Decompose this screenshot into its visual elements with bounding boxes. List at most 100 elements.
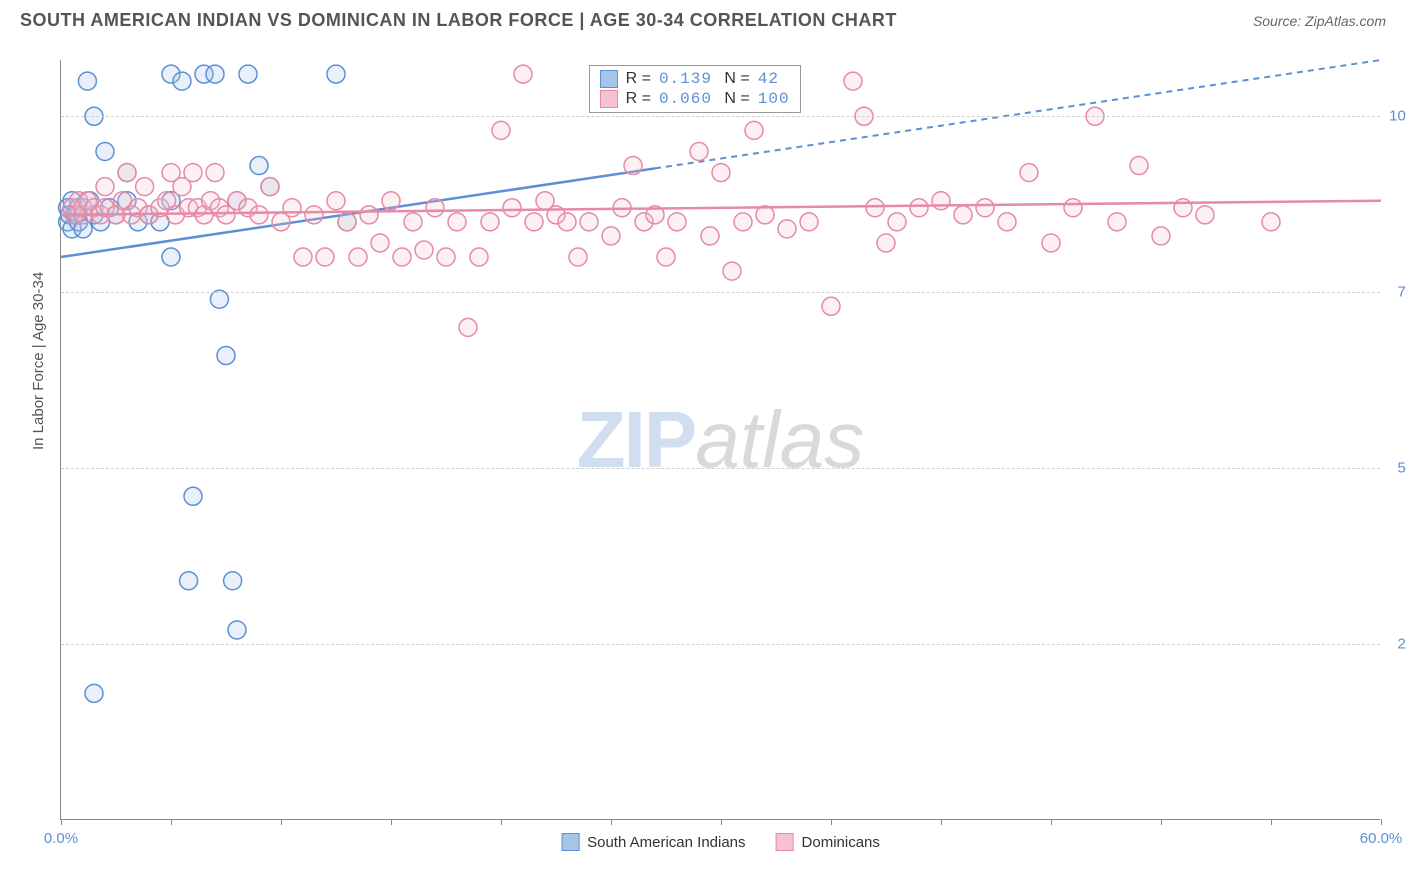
data-point	[250, 206, 268, 224]
legend-swatch	[600, 70, 618, 88]
stat-label: N =	[720, 70, 750, 88]
stat-r-value: 0.139	[659, 70, 712, 88]
data-point	[800, 213, 818, 231]
data-point	[492, 121, 510, 139]
data-point	[701, 227, 719, 245]
data-point	[1064, 199, 1082, 217]
data-point	[327, 192, 345, 210]
x-tick	[721, 819, 722, 825]
data-point	[393, 248, 411, 266]
x-tick	[1381, 819, 1382, 825]
gridline	[61, 468, 1380, 469]
legend-label: South American Indians	[587, 834, 745, 851]
data-point	[437, 248, 455, 266]
x-tick-label: 0.0%	[44, 830, 78, 847]
data-point	[932, 192, 950, 210]
legend-swatch	[561, 833, 579, 851]
data-point	[448, 213, 466, 231]
legend-swatch	[776, 833, 794, 851]
data-point	[85, 684, 103, 702]
data-point	[224, 572, 242, 590]
data-point	[1196, 206, 1214, 224]
data-point	[954, 206, 972, 224]
x-tick-label: 60.0%	[1360, 830, 1403, 847]
data-point	[888, 213, 906, 231]
data-point	[1174, 199, 1192, 217]
x-tick	[1161, 819, 1162, 825]
stat-n-value: 42	[758, 70, 779, 88]
data-point	[778, 220, 796, 238]
x-tick	[1271, 819, 1272, 825]
stat-r-value: 0.060	[659, 90, 712, 108]
chart-container: In Labor Force | Age 30-34 ZIPatlas 25.0…	[50, 50, 1390, 830]
data-point	[180, 572, 198, 590]
x-tick	[391, 819, 392, 825]
plot-area: ZIPatlas 25.0%50.0%75.0%100.0%0.0%60.0%R…	[60, 60, 1380, 820]
data-point	[877, 234, 895, 252]
data-point	[657, 248, 675, 266]
data-point	[184, 164, 202, 182]
data-point	[96, 142, 114, 160]
y-tick-label: 100.0%	[1389, 108, 1406, 125]
chart-svg	[61, 60, 1381, 820]
data-point	[1108, 213, 1126, 231]
data-point	[569, 248, 587, 266]
data-point	[580, 213, 598, 231]
data-point	[734, 213, 752, 231]
stats-row: R =0.060 N =100	[600, 90, 790, 108]
data-point	[745, 121, 763, 139]
data-point	[844, 72, 862, 90]
stats-box: R = 0.139 N = 42 R =0.060 N =100	[589, 65, 801, 113]
data-point	[712, 164, 730, 182]
data-point	[690, 142, 708, 160]
data-point	[910, 199, 928, 217]
x-tick	[941, 819, 942, 825]
data-point	[136, 178, 154, 196]
legend-item: South American Indians	[561, 833, 745, 851]
stats-row: R = 0.139 N = 42	[600, 70, 790, 88]
data-point	[118, 164, 136, 182]
data-point	[723, 262, 741, 280]
x-tick	[831, 819, 832, 825]
data-point	[250, 157, 268, 175]
gridline	[61, 644, 1380, 645]
data-point	[316, 248, 334, 266]
data-point	[1020, 164, 1038, 182]
data-point	[217, 347, 235, 365]
data-point	[360, 206, 378, 224]
data-point	[206, 65, 224, 83]
data-point	[1042, 234, 1060, 252]
data-point	[866, 199, 884, 217]
data-point	[426, 199, 444, 217]
data-point	[327, 65, 345, 83]
data-point	[404, 213, 422, 231]
data-point	[415, 241, 433, 259]
data-point	[173, 72, 191, 90]
data-point	[558, 213, 576, 231]
x-tick	[61, 819, 62, 825]
data-point	[382, 192, 400, 210]
data-point	[503, 199, 521, 217]
data-point	[261, 178, 279, 196]
data-point	[78, 72, 96, 90]
legend-item: Dominicans	[776, 833, 880, 851]
data-point	[305, 206, 323, 224]
data-point	[184, 487, 202, 505]
stat-label: R =	[626, 70, 651, 88]
x-tick	[501, 819, 502, 825]
data-point	[371, 234, 389, 252]
legend-label: Dominicans	[802, 834, 880, 851]
data-point	[96, 178, 114, 196]
data-point	[481, 213, 499, 231]
data-point	[294, 248, 312, 266]
stat-n-value: 100	[758, 90, 790, 108]
gridline	[61, 292, 1380, 293]
data-point	[624, 157, 642, 175]
data-point	[283, 199, 301, 217]
x-tick	[1051, 819, 1052, 825]
data-point	[459, 318, 477, 336]
chart-source: Source: ZipAtlas.com	[1253, 13, 1386, 29]
y-tick-label: 75.0%	[1397, 284, 1406, 301]
data-point	[514, 65, 532, 83]
data-point	[602, 227, 620, 245]
